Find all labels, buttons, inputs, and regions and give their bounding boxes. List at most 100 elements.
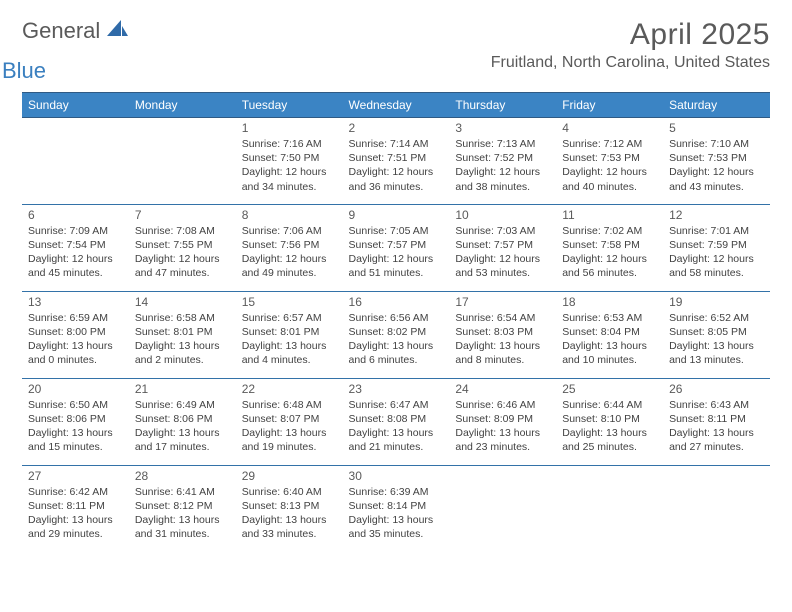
daylight-label: Daylight: xyxy=(669,253,710,265)
daylight-line: Daylight: 13 hours and 4 minutes. xyxy=(242,339,337,367)
day-cell: 12Sunrise: 7:01 AMSunset: 7:59 PMDayligh… xyxy=(663,205,770,291)
sunset-value: 8:11 PM xyxy=(67,500,105,512)
sunset-value: 8:03 PM xyxy=(494,326,533,338)
daylight-line: Daylight: 12 hours and 45 minutes. xyxy=(28,252,123,280)
day-cell: 7Sunrise: 7:08 AMSunset: 7:55 PMDaylight… xyxy=(129,205,236,291)
day-number: 29 xyxy=(242,469,337,483)
sunrise-line: Sunrise: 6:56 AM xyxy=(349,311,444,325)
sunset-line: Sunset: 7:56 PM xyxy=(242,238,337,252)
sunset-label: Sunset: xyxy=(242,500,278,512)
sunrise-value: 6:53 AM xyxy=(604,312,643,324)
day-number: 14 xyxy=(135,295,230,309)
daylight-label: Daylight: xyxy=(349,514,390,526)
sunrise-label: Sunrise: xyxy=(455,399,494,411)
day-info: Sunrise: 7:08 AMSunset: 7:55 PMDaylight:… xyxy=(135,224,230,281)
daylight-line: Daylight: 13 hours and 31 minutes. xyxy=(135,513,230,541)
sunset-value: 7:57 PM xyxy=(494,239,533,251)
sunset-label: Sunset: xyxy=(28,500,64,512)
sunset-value: 8:01 PM xyxy=(280,326,319,338)
daylight-line: Daylight: 13 hours and 6 minutes. xyxy=(349,339,444,367)
sunrise-value: 7:05 AM xyxy=(390,225,429,237)
day-cell: 15Sunrise: 6:57 AMSunset: 8:01 PMDayligh… xyxy=(236,292,343,378)
day-cell: 18Sunrise: 6:53 AMSunset: 8:04 PMDayligh… xyxy=(556,292,663,378)
day-number: 12 xyxy=(669,208,764,222)
empty-cell xyxy=(449,466,556,552)
day-cell: 6Sunrise: 7:09 AMSunset: 7:54 PMDaylight… xyxy=(22,205,129,291)
daylight-line: Daylight: 13 hours and 8 minutes. xyxy=(455,339,550,367)
sunrise-line: Sunrise: 7:10 AM xyxy=(669,137,764,151)
day-info: Sunrise: 7:06 AMSunset: 7:56 PMDaylight:… xyxy=(242,224,337,281)
sunset-value: 7:55 PM xyxy=(173,239,212,251)
daylight-line: Daylight: 13 hours and 17 minutes. xyxy=(135,426,230,454)
sunrise-line: Sunrise: 6:58 AM xyxy=(135,311,230,325)
sunrise-line: Sunrise: 7:06 AM xyxy=(242,224,337,238)
sunrise-value: 7:14 AM xyxy=(390,138,429,150)
sunset-value: 8:12 PM xyxy=(173,500,212,512)
sunset-value: 7:54 PM xyxy=(67,239,106,251)
sunrise-line: Sunrise: 7:03 AM xyxy=(455,224,550,238)
daylight-line: Daylight: 12 hours and 49 minutes. xyxy=(242,252,337,280)
logo-text-blue: Blue xyxy=(2,58,129,84)
day-cell: 22Sunrise: 6:48 AMSunset: 8:07 PMDayligh… xyxy=(236,379,343,465)
sunset-label: Sunset: xyxy=(135,413,171,425)
daylight-label: Daylight: xyxy=(455,427,496,439)
day-cell: 8Sunrise: 7:06 AMSunset: 7:56 PMDaylight… xyxy=(236,205,343,291)
sunrise-value: 6:41 AM xyxy=(176,486,215,498)
sunset-value: 7:58 PM xyxy=(601,239,640,251)
sunset-label: Sunset: xyxy=(242,152,278,164)
sunset-line: Sunset: 8:05 PM xyxy=(669,325,764,339)
sunrise-line: Sunrise: 6:48 AM xyxy=(242,398,337,412)
sunrise-line: Sunrise: 7:14 AM xyxy=(349,137,444,151)
sunset-label: Sunset: xyxy=(562,413,598,425)
sunrise-line: Sunrise: 6:39 AM xyxy=(349,485,444,499)
sunset-value: 7:53 PM xyxy=(708,152,747,164)
sunset-line: Sunset: 8:07 PM xyxy=(242,412,337,426)
sunrise-label: Sunrise: xyxy=(135,312,174,324)
day-header: Thursday xyxy=(449,93,556,118)
sunset-label: Sunset: xyxy=(669,326,705,338)
sunrise-line: Sunrise: 6:49 AM xyxy=(135,398,230,412)
sunrise-label: Sunrise: xyxy=(242,312,281,324)
sunrise-line: Sunrise: 6:40 AM xyxy=(242,485,337,499)
sunrise-line: Sunrise: 6:52 AM xyxy=(669,311,764,325)
day-cell: 5Sunrise: 7:10 AMSunset: 7:53 PMDaylight… xyxy=(663,118,770,204)
sunset-line: Sunset: 8:11 PM xyxy=(669,412,764,426)
daylight-line: Daylight: 12 hours and 43 minutes. xyxy=(669,165,764,193)
day-header: Sunday xyxy=(22,93,129,118)
day-info: Sunrise: 6:40 AMSunset: 8:13 PMDaylight:… xyxy=(242,485,337,542)
sunrise-label: Sunrise: xyxy=(242,486,281,498)
sunrise-label: Sunrise: xyxy=(455,138,494,150)
sunrise-value: 6:39 AM xyxy=(390,486,429,498)
day-info: Sunrise: 6:58 AMSunset: 8:01 PMDaylight:… xyxy=(135,311,230,368)
sunset-line: Sunset: 8:14 PM xyxy=(349,499,444,513)
sunrise-line: Sunrise: 7:05 AM xyxy=(349,224,444,238)
sunset-value: 7:56 PM xyxy=(280,239,319,251)
daylight-label: Daylight: xyxy=(349,253,390,265)
sunrise-line: Sunrise: 6:53 AM xyxy=(562,311,657,325)
sunset-value: 7:52 PM xyxy=(494,152,533,164)
day-cell: 19Sunrise: 6:52 AMSunset: 8:05 PMDayligh… xyxy=(663,292,770,378)
sunrise-value: 6:46 AM xyxy=(497,399,536,411)
sunset-value: 8:14 PM xyxy=(387,500,426,512)
sunset-label: Sunset: xyxy=(562,239,598,251)
sunrise-line: Sunrise: 6:50 AM xyxy=(28,398,123,412)
sunrise-label: Sunrise: xyxy=(135,399,174,411)
week-row: 1Sunrise: 7:16 AMSunset: 7:50 PMDaylight… xyxy=(22,118,770,204)
sunrise-label: Sunrise: xyxy=(349,399,388,411)
sunrise-value: 6:54 AM xyxy=(497,312,536,324)
sunset-label: Sunset: xyxy=(242,326,278,338)
sunrise-label: Sunrise: xyxy=(28,399,67,411)
day-number: 21 xyxy=(135,382,230,396)
sunrise-label: Sunrise: xyxy=(349,225,388,237)
sunrise-label: Sunrise: xyxy=(242,399,281,411)
sunrise-line: Sunrise: 7:09 AM xyxy=(28,224,123,238)
day-number: 24 xyxy=(455,382,550,396)
sunrise-label: Sunrise: xyxy=(242,225,281,237)
sunset-label: Sunset: xyxy=(349,239,385,251)
sunset-line: Sunset: 8:13 PM xyxy=(242,499,337,513)
sunrise-value: 7:09 AM xyxy=(69,225,108,237)
sunset-value: 8:10 PM xyxy=(601,413,640,425)
sunset-line: Sunset: 8:04 PM xyxy=(562,325,657,339)
sunrise-label: Sunrise: xyxy=(455,225,494,237)
day-number: 1 xyxy=(242,121,337,135)
